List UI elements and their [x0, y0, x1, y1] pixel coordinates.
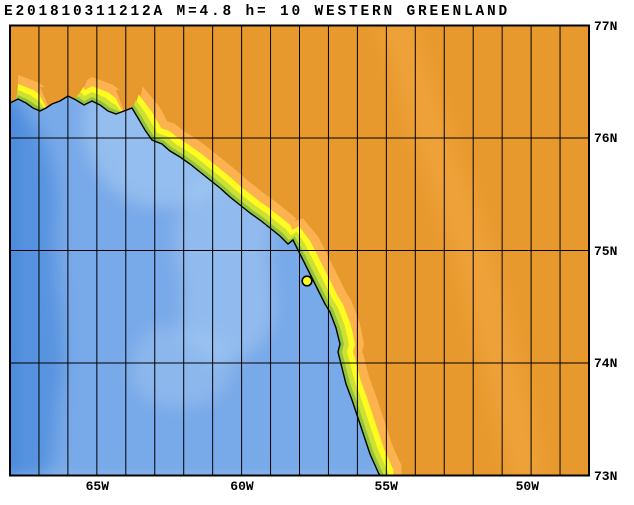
svg-text:65W: 65W: [86, 479, 110, 494]
svg-text:50W: 50W: [516, 479, 540, 494]
svg-text:60W: 60W: [230, 479, 254, 494]
svg-text:55W: 55W: [374, 479, 398, 494]
svg-text:76N: 76N: [594, 131, 617, 146]
svg-text:74N: 74N: [594, 356, 617, 371]
svg-text:75N: 75N: [594, 244, 617, 259]
svg-text:73N: 73N: [594, 469, 617, 484]
svg-text:77N: 77N: [594, 19, 617, 34]
svg-text:E201810311212A M=4.8 h= 10: E201810311212A M=4.8 h= 10 WESTERN GREEN…: [4, 4, 510, 20]
